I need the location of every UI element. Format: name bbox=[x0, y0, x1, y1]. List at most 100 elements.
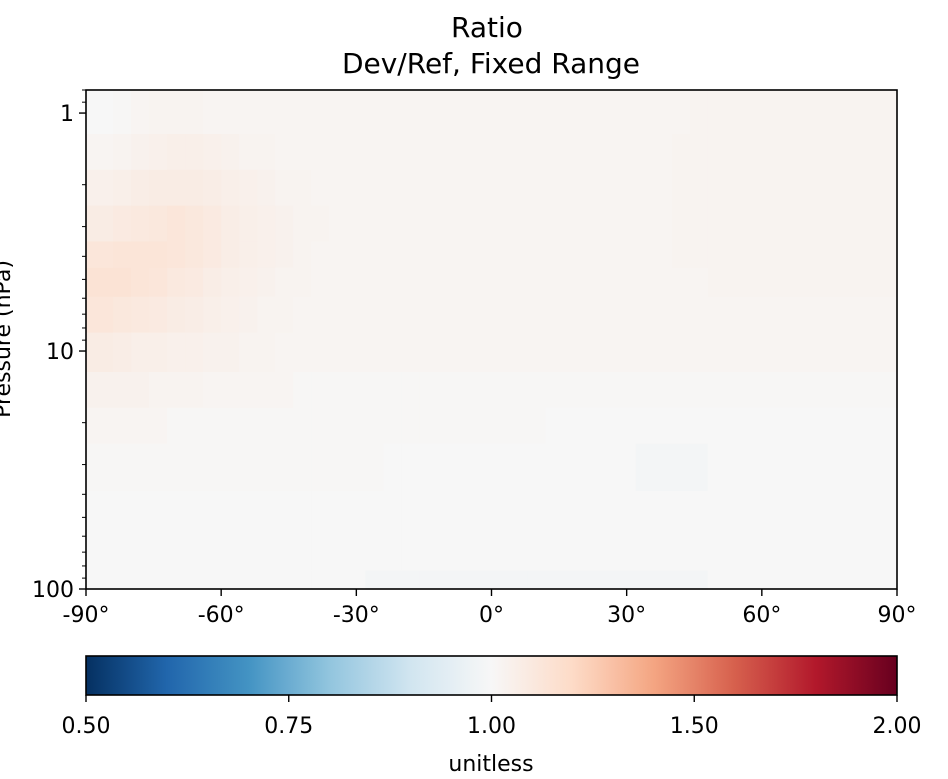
heatmap-cell bbox=[653, 205, 673, 243]
heatmap-cell bbox=[761, 90, 781, 135]
heatmap-cell bbox=[761, 332, 781, 373]
heatmap-cell bbox=[86, 134, 114, 171]
heatmap-cell bbox=[329, 296, 348, 334]
heatmap-cell bbox=[779, 267, 799, 298]
heatmap-cell bbox=[563, 241, 583, 269]
heatmap-cell bbox=[167, 296, 186, 334]
heatmap-cell bbox=[617, 169, 637, 207]
x-tick-label: -90° bbox=[63, 603, 110, 628]
heatmap-cell bbox=[419, 443, 439, 492]
heatmap-cell bbox=[401, 267, 421, 298]
heatmap-cell bbox=[185, 534, 204, 572]
heatmap-cell bbox=[86, 241, 114, 269]
chart-subtitle: Dev/Ref, Fixed Range bbox=[342, 47, 640, 80]
heatmap-cell bbox=[797, 407, 817, 445]
heatmap-cell bbox=[419, 534, 439, 572]
heatmap-cell bbox=[761, 371, 781, 409]
heatmap-cell bbox=[797, 534, 817, 572]
heatmap-cell bbox=[815, 443, 835, 492]
heatmap-cell bbox=[779, 241, 799, 269]
heatmap-cell bbox=[671, 134, 691, 171]
heatmap-cell bbox=[761, 134, 781, 171]
heatmap-cell bbox=[653, 267, 673, 298]
x-tick-label: -60° bbox=[198, 603, 245, 628]
heatmap-cell bbox=[455, 267, 475, 298]
heatmap-cell bbox=[653, 134, 673, 171]
heatmap-cell bbox=[851, 443, 871, 492]
heatmap-cell bbox=[527, 267, 547, 298]
heatmap-cell bbox=[401, 332, 421, 373]
heatmap-cell bbox=[239, 332, 258, 373]
heatmap-cell bbox=[401, 407, 421, 445]
heatmap-cell bbox=[149, 534, 168, 572]
heatmap-cell bbox=[545, 267, 565, 298]
heatmap-cell bbox=[563, 570, 583, 590]
heatmap-cell bbox=[851, 490, 871, 536]
heatmap-cell bbox=[149, 241, 168, 269]
heatmap-cell bbox=[851, 205, 871, 243]
heatmap-cell bbox=[635, 90, 655, 135]
heatmap-cell bbox=[293, 205, 312, 243]
heatmap-cell bbox=[707, 443, 727, 492]
heatmap-cell bbox=[311, 407, 330, 445]
heatmap-cell bbox=[239, 267, 258, 298]
heatmap-cell bbox=[293, 371, 312, 409]
heatmap-cell bbox=[167, 205, 186, 243]
heatmap-cell bbox=[581, 407, 601, 445]
heatmap-cell bbox=[491, 134, 511, 171]
heatmap-cell bbox=[509, 490, 529, 536]
heatmap-cell bbox=[383, 534, 402, 572]
heatmap-cell bbox=[455, 241, 475, 269]
heatmap-cell bbox=[293, 134, 312, 171]
heatmap-cell bbox=[347, 490, 366, 536]
colorbar-tick-label: 0.50 bbox=[62, 714, 111, 739]
heatmap-cell bbox=[833, 570, 853, 590]
heatmap-cell bbox=[113, 134, 132, 171]
heatmap-cell bbox=[239, 534, 258, 572]
heatmap-cell bbox=[347, 241, 366, 269]
heatmap-cell bbox=[131, 90, 150, 135]
heatmap-cell bbox=[599, 241, 619, 269]
heatmap-cell bbox=[707, 407, 727, 445]
heatmap-cell bbox=[581, 169, 601, 207]
heatmap-cell bbox=[743, 490, 763, 536]
heatmap-cell bbox=[221, 332, 240, 373]
heatmap-cell bbox=[131, 570, 150, 590]
heatmap-cell bbox=[725, 371, 745, 409]
heatmap-cell bbox=[617, 570, 637, 590]
heatmap-cell bbox=[257, 241, 276, 269]
heatmap-cell bbox=[311, 443, 330, 492]
heatmap-cell bbox=[311, 332, 330, 373]
heatmap-cell bbox=[473, 407, 493, 445]
heatmap-cell bbox=[329, 371, 348, 409]
heatmap-cell bbox=[131, 490, 150, 536]
heatmap-cell bbox=[689, 371, 709, 409]
x-tick-label: -30° bbox=[333, 603, 380, 628]
heatmap-cell bbox=[365, 443, 384, 492]
heatmap-cell bbox=[113, 332, 132, 373]
heatmap-cell bbox=[455, 570, 475, 590]
heatmap-cell bbox=[707, 241, 727, 269]
heatmap-cell bbox=[437, 443, 457, 492]
heatmap-cell bbox=[329, 490, 348, 536]
heatmap-cell bbox=[563, 407, 583, 445]
heatmap-cell bbox=[203, 443, 222, 492]
heatmap-cell bbox=[347, 407, 366, 445]
heatmap-cell bbox=[707, 490, 727, 536]
heatmap-cell bbox=[401, 134, 421, 171]
heatmap-cell bbox=[581, 134, 601, 171]
heatmap-cell bbox=[815, 407, 835, 445]
heatmap-cell bbox=[239, 407, 258, 445]
heatmap-cell bbox=[347, 267, 366, 298]
heatmap-cell bbox=[329, 90, 348, 135]
heatmap-cell bbox=[167, 490, 186, 536]
heatmap-cell bbox=[869, 371, 898, 409]
heatmap-cell bbox=[311, 90, 330, 135]
heatmap-cell bbox=[275, 241, 294, 269]
heatmap-cell bbox=[275, 267, 294, 298]
heatmap-cell bbox=[725, 443, 745, 492]
heatmap-cell bbox=[779, 534, 799, 572]
heatmap-cell bbox=[509, 205, 529, 243]
heatmap-cell bbox=[617, 90, 637, 135]
heatmap-cell bbox=[797, 90, 817, 135]
